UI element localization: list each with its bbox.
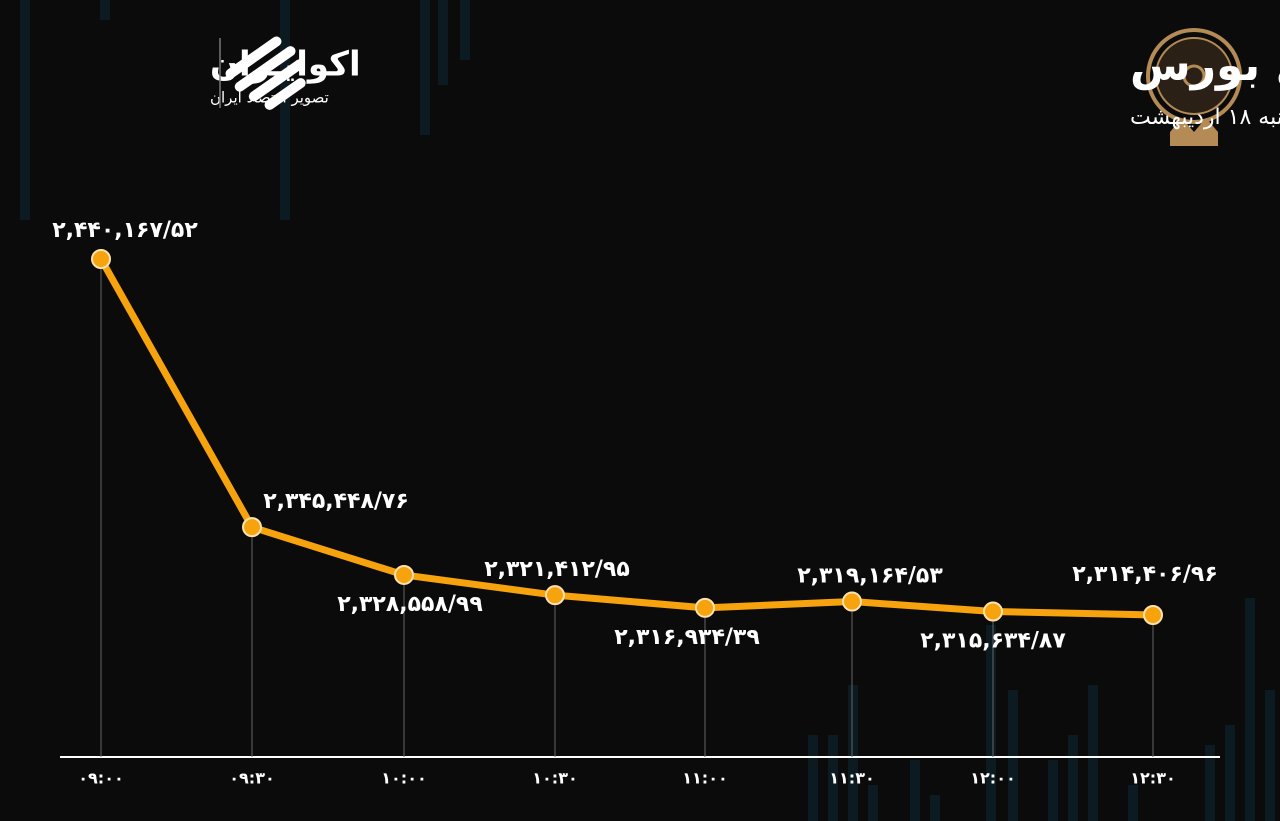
point xyxy=(394,564,414,585)
x-tick-label: ۱۲:۳۰ xyxy=(1130,769,1175,788)
value-label: ۲,۳۱۹,۱۶۴/۵۳ xyxy=(797,564,943,589)
value-label: ۲,۳۴۵,۴۴۸/۷۶ xyxy=(263,489,409,514)
point xyxy=(983,601,1003,622)
x-tick-label: ۱۰:۰۰ xyxy=(381,769,426,788)
value-label: ۲,۴۴۰,۱۶۷/۵۲ xyxy=(52,218,198,243)
chart-subtitle: دوشنبه ۱۸ اردیبهشت xyxy=(1130,105,1280,130)
decoration xyxy=(20,0,1275,821)
value-label: ۲,۳۲۱,۴۱۲/۹۵ xyxy=(484,557,630,582)
x-tick-label: ۱۱:۳۰ xyxy=(829,769,874,788)
point xyxy=(91,249,111,269)
brand-tagline: تصویر اقتصاد ایران xyxy=(210,89,329,107)
point xyxy=(1143,605,1163,625)
value-label: ۲,۳۲۸,۵۵۸/۹۹ xyxy=(337,592,483,617)
x-tick-label: ۱۱:۰۰ xyxy=(682,769,727,788)
x-tick-label: ۰۹:۳۰ xyxy=(229,769,274,788)
logo-left: اکوایـران تصویر اقتصاد ایران xyxy=(210,36,361,110)
point xyxy=(545,585,565,606)
x-tick-label: ۱۲:۰۰ xyxy=(970,769,1015,788)
point xyxy=(695,597,715,618)
x-tick-label: ۱۰:۳۰ xyxy=(532,769,577,788)
value-label: ۲,۳۱۴,۴۰۶/۹۶ xyxy=(1072,562,1218,587)
value-label: ۲,۳۱۶,۹۳۴/۳۹ xyxy=(614,625,760,650)
logo-right xyxy=(1146,28,1242,146)
line xyxy=(97,257,1154,619)
value-label: ۲,۳۱۵,۶۳۴/۸۷ xyxy=(920,629,1066,654)
x-tick-label: ۰۹:۰۰ xyxy=(78,769,123,788)
point xyxy=(242,517,262,538)
point xyxy=(842,591,862,612)
chart-title: روند شاخص کل بورس xyxy=(1130,40,1280,91)
